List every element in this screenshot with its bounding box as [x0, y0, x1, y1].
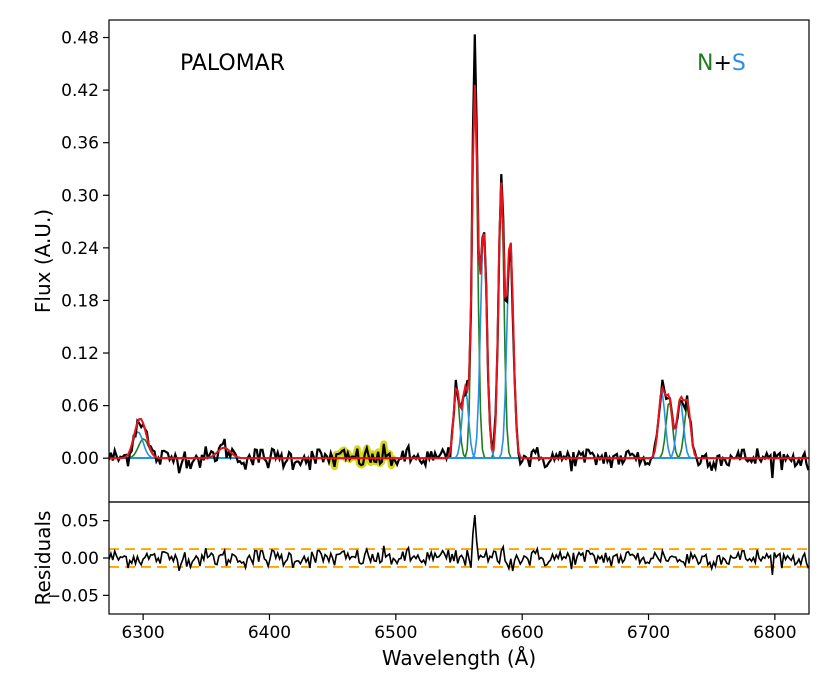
- x-tick-label-0: 6300: [121, 623, 164, 643]
- x-tick-label-3: 6600: [501, 623, 544, 643]
- legend-north: N: [697, 51, 713, 76]
- legend-ns: N+S: [697, 51, 746, 76]
- y-axis-title-flux: Flux (A.U.): [31, 209, 55, 313]
- x-tick-label-2: 6500: [374, 623, 417, 643]
- south-component-1: [109, 234, 809, 459]
- spectrum-panel: 0.00 0.06 0.12 0.18 0.24 0.30 0.36 0.42 0.48 Flu…: [31, 19, 810, 503]
- y-tick-label-bottom-2: 0.05: [61, 512, 99, 532]
- model-fit: [109, 84, 809, 460]
- x-tick-label-4: 6700: [627, 623, 670, 643]
- y-tick-label-bottom-0: −0.05: [47, 586, 99, 606]
- label-palomar: PALOMAR: [180, 51, 285, 76]
- south-component-2: [109, 243, 809, 459]
- legend-south: S: [732, 51, 746, 76]
- y-tick-label-top-5: 0.30: [61, 186, 99, 206]
- y-axis-title-residuals: Residuals: [31, 511, 55, 606]
- y-tick-label-top-6: 0.36: [61, 134, 99, 154]
- residuals-panel: −0.05 0.00 0.05 6300 6400 6500 6600 6700 6800 R…: [31, 501, 810, 670]
- y-tick-label-top-8: 0.48: [61, 29, 99, 49]
- y-tick-label-bottom-1: 0.00: [61, 549, 99, 569]
- y-tick-label-top-2: 0.12: [61, 344, 99, 364]
- x-tick-label-1: 6400: [248, 623, 291, 643]
- y-tick-label-top-0: 0.00: [61, 449, 99, 469]
- spectrum-frame: [108, 19, 810, 503]
- x-axis-title-wavelength: Wavelength (Å): [382, 646, 536, 670]
- residuals-line: [109, 515, 809, 575]
- x-tick-label-5: 6800: [753, 623, 796, 643]
- y-tick-label-top-4: 0.24: [61, 239, 99, 259]
- y-tick-label-top-7: 0.42: [61, 81, 99, 101]
- y-tick-label-top-1: 0.06: [61, 397, 99, 417]
- legend-plus: +: [713, 51, 731, 76]
- y-tick-label-top-3: 0.18: [61, 291, 99, 311]
